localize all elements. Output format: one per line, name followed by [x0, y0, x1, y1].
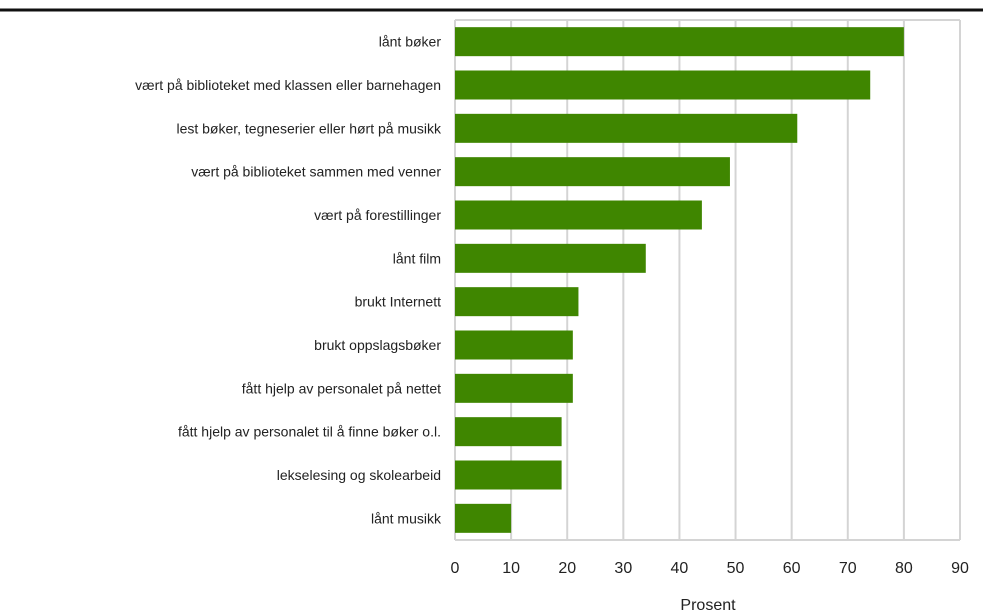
- bar: [455, 417, 562, 447]
- grid-lines: [454, 19, 961, 541]
- x-tick-label: 0: [451, 560, 460, 577]
- x-tick-label: 70: [839, 560, 857, 577]
- category-label: vært på biblioteket sammen med venner: [191, 164, 441, 180]
- bar: [455, 157, 730, 187]
- category-label: vært på biblioteket med klassen eller ba…: [135, 77, 441, 93]
- category-label: brukt Internett: [355, 294, 441, 310]
- x-tick-label: 80: [895, 560, 913, 577]
- x-tick-label: 10: [502, 560, 520, 577]
- bar: [455, 243, 646, 273]
- category-label: lest bøker, tegneserier eller hørt på mu…: [176, 120, 442, 136]
- category-label: vært på forestillinger: [314, 207, 441, 223]
- x-tick-label: 60: [783, 560, 801, 577]
- x-tick-labels: 0 10 20 30 40 50 60 70 80 90: [451, 560, 969, 577]
- bars: [455, 27, 904, 533]
- bar: [455, 503, 512, 533]
- bar: [455, 373, 573, 403]
- bar: [455, 287, 579, 317]
- category-label: brukt oppslagsbøker: [314, 337, 441, 353]
- x-tick-label: 30: [614, 560, 632, 577]
- x-tick-label: 50: [727, 560, 745, 577]
- category-label: lånt film: [393, 250, 441, 266]
- category-label: lekselesing og skolearbeid: [277, 467, 441, 483]
- bar: [455, 200, 702, 230]
- category-label: lånt musikk: [371, 510, 442, 526]
- category-label: fått hjelp av personalet til å finne bøk…: [178, 424, 441, 440]
- category-label: fått hjelp av personalet på nettet: [242, 380, 441, 396]
- category-label: lånt bøker: [379, 34, 442, 50]
- bar: [455, 460, 562, 490]
- x-tick-label: 20: [558, 560, 576, 577]
- bar: [455, 70, 871, 100]
- category-labels: lånt bøker vært på biblioteket med klasse…: [135, 34, 442, 527]
- x-tick-label: 40: [671, 560, 689, 577]
- bar: [455, 113, 798, 143]
- bar: [455, 27, 904, 57]
- bar: [455, 330, 573, 360]
- x-axis-title: Prosent: [680, 597, 736, 614]
- x-tick-label: 90: [951, 560, 969, 577]
